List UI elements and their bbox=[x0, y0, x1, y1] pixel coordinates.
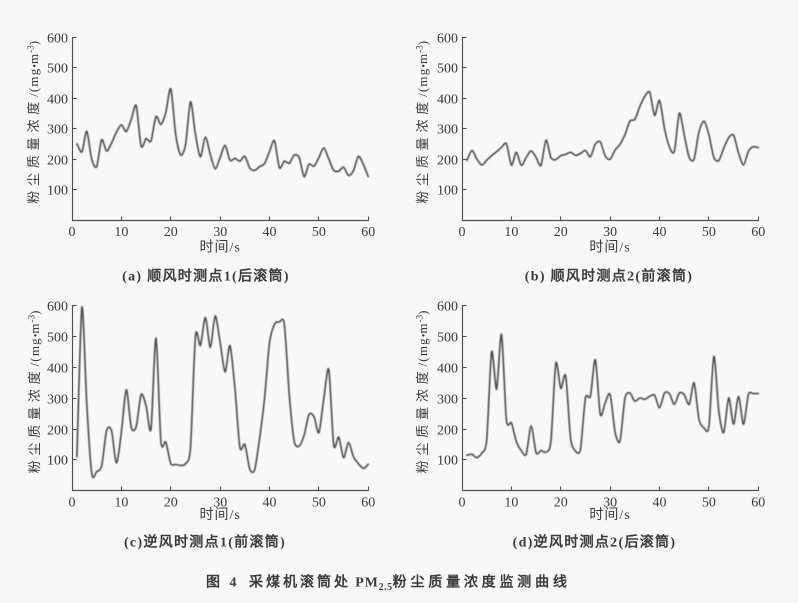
svg-text:粉尘质量浓度/(mg•m-3): 粉尘质量浓度/(mg•m-3) bbox=[415, 41, 431, 204]
svg-text:(c)逆风时测点1(前滚筒): (c)逆风时测点1(前滚筒) bbox=[124, 533, 286, 550]
svg-text:60: 60 bbox=[361, 496, 375, 511]
svg-text:400: 400 bbox=[437, 92, 458, 107]
svg-text:30: 30 bbox=[603, 496, 617, 511]
svg-text:600: 600 bbox=[47, 31, 68, 46]
svg-text:(d)逆风时测点2(后滚筒): (d)逆风时测点2(后滚筒) bbox=[513, 533, 677, 550]
svg-text:0: 0 bbox=[459, 225, 466, 240]
svg-text:粉尘质量浓度/(mg•m-3): 粉尘质量浓度/(mg•m-3) bbox=[27, 310, 43, 473]
svg-text:20: 20 bbox=[554, 225, 568, 240]
svg-text:600: 600 bbox=[437, 299, 458, 314]
svg-text:500: 500 bbox=[47, 61, 68, 76]
svg-text:500: 500 bbox=[47, 330, 68, 345]
svg-text:600: 600 bbox=[47, 299, 68, 314]
svg-text:粉尘质量浓度/(mg•m-3): 粉尘质量浓度/(mg•m-3) bbox=[26, 41, 42, 204]
svg-text:时间/s: 时间/s bbox=[589, 507, 630, 523]
svg-text:30: 30 bbox=[603, 225, 617, 240]
svg-text:0: 0 bbox=[69, 496, 76, 511]
svg-text:30: 30 bbox=[213, 496, 227, 511]
svg-text:50: 50 bbox=[702, 225, 716, 240]
svg-text:40: 40 bbox=[653, 496, 667, 511]
svg-text:100: 100 bbox=[437, 183, 458, 198]
svg-text:10: 10 bbox=[504, 496, 518, 511]
svg-text:400: 400 bbox=[47, 92, 68, 107]
svg-text:50: 50 bbox=[312, 496, 326, 511]
svg-text:10: 10 bbox=[114, 225, 128, 240]
svg-text:时间/s: 时间/s bbox=[589, 240, 630, 256]
svg-text:400: 400 bbox=[47, 361, 68, 376]
svg-text:400: 400 bbox=[437, 361, 458, 376]
svg-text:20: 20 bbox=[554, 496, 568, 511]
svg-text:时间/s: 时间/s bbox=[200, 240, 241, 256]
svg-text:40: 40 bbox=[653, 225, 667, 240]
svg-text:300: 300 bbox=[437, 122, 458, 137]
svg-text:100: 100 bbox=[437, 453, 458, 468]
svg-text:40: 40 bbox=[263, 496, 277, 511]
svg-text:20: 20 bbox=[164, 225, 178, 240]
svg-text:50: 50 bbox=[312, 225, 326, 240]
svg-text:200: 200 bbox=[437, 153, 458, 168]
svg-text:500: 500 bbox=[437, 61, 458, 76]
svg-text:10: 10 bbox=[504, 225, 518, 240]
svg-text:图 4: 图 4 bbox=[206, 575, 240, 591]
svg-text:50: 50 bbox=[702, 496, 716, 511]
svg-text:60: 60 bbox=[751, 496, 765, 511]
svg-text:采煤机滚筒处 PM2.5粉尘质量浓度监测曲线: 采煤机滚筒处 PM2.5粉尘质量浓度监测曲线 bbox=[248, 574, 571, 594]
svg-text:200: 200 bbox=[437, 423, 458, 438]
svg-text:60: 60 bbox=[361, 225, 375, 240]
svg-text:40: 40 bbox=[263, 225, 277, 240]
svg-text:100: 100 bbox=[47, 183, 68, 198]
svg-text:600: 600 bbox=[437, 31, 458, 46]
svg-text:200: 200 bbox=[47, 423, 68, 438]
svg-text:300: 300 bbox=[437, 392, 458, 407]
svg-text:10: 10 bbox=[114, 496, 128, 511]
svg-text:(b) 顺风时测点2(前滚筒): (b) 顺风时测点2(前滚筒) bbox=[525, 268, 693, 285]
svg-text:时间/s: 时间/s bbox=[200, 507, 241, 523]
svg-text:300: 300 bbox=[47, 122, 68, 137]
svg-text:30: 30 bbox=[213, 225, 227, 240]
svg-text:20: 20 bbox=[164, 496, 178, 511]
svg-text:200: 200 bbox=[47, 153, 68, 168]
svg-text:300: 300 bbox=[47, 392, 68, 407]
svg-text:0: 0 bbox=[69, 225, 76, 240]
svg-text:60: 60 bbox=[751, 225, 765, 240]
svg-text:500: 500 bbox=[437, 330, 458, 345]
svg-text:0: 0 bbox=[459, 496, 466, 511]
svg-text:100: 100 bbox=[47, 453, 68, 468]
svg-text:粉尘质量浓度/(mg•m-3): 粉尘质量浓度/(mg•m-3) bbox=[415, 310, 431, 473]
svg-text:(a) 顺风时测点1(后滚筒): (a) 顺风时测点1(后滚筒) bbox=[122, 268, 290, 285]
